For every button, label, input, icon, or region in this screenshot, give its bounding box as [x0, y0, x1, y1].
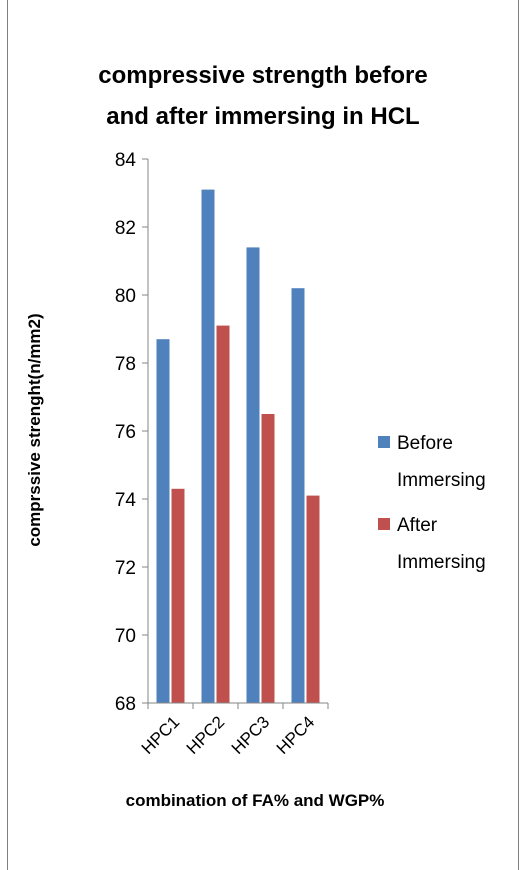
y-tick-label: 82: [115, 218, 136, 239]
bar-after-hpc3: [261, 414, 275, 703]
bar-before-hpc2: [201, 189, 215, 704]
y-tick-label: 70: [115, 626, 136, 647]
category-label-layer: HPC1 HPC2 HPC3 HPC4: [138, 712, 319, 758]
legend-swatch-before: [378, 436, 390, 448]
bar-after-hpc1: [171, 488, 185, 703]
legend-label-after-line-2: Immersing: [397, 552, 486, 573]
y-tick-label: 78: [115, 354, 136, 375]
bar-before-hpc1: [156, 339, 170, 703]
y-tick-label: 84: [115, 150, 137, 171]
legend-label-after-line-1: After: [397, 515, 438, 536]
legend-label-before-line-2: Immersing: [397, 470, 486, 491]
category-label-hpc4: HPC4: [273, 712, 319, 758]
chart-title-line-1: compressive strength before: [98, 62, 427, 89]
bar-after-hpc4: [306, 495, 320, 703]
x-axis-label: combination of FA% and WGP%: [126, 791, 385, 810]
bar-before-hpc4: [291, 288, 305, 703]
legend: Before Immersing After Immersing: [378, 433, 486, 573]
y-tick-layer: 68 70 72 74 76 78 80 82 84: [115, 150, 148, 715]
category-label-hpc2: HPC2: [183, 712, 229, 758]
bar-after-hpc2: [216, 325, 230, 703]
category-label-hpc3: HPC3: [228, 712, 274, 758]
chart-title-line-2: and after immersing in HCL: [106, 103, 419, 130]
y-tick-label: 74: [115, 490, 137, 511]
bars-layer: [156, 189, 320, 704]
legend-label-before-line-1: Before: [397, 433, 453, 454]
axes-layer: [147, 159, 329, 709]
bar-before-hpc3: [246, 247, 260, 703]
y-tick-label: 68: [115, 694, 136, 715]
category-label-hpc1: HPC1: [138, 712, 184, 758]
y-tick-label: 76: [115, 422, 136, 443]
legend-swatch-after: [378, 518, 390, 530]
y-axis-label: comprssive strenght(n/mm2): [25, 313, 44, 546]
y-tick-label: 72: [115, 558, 136, 579]
y-tick-label: 80: [115, 286, 136, 307]
